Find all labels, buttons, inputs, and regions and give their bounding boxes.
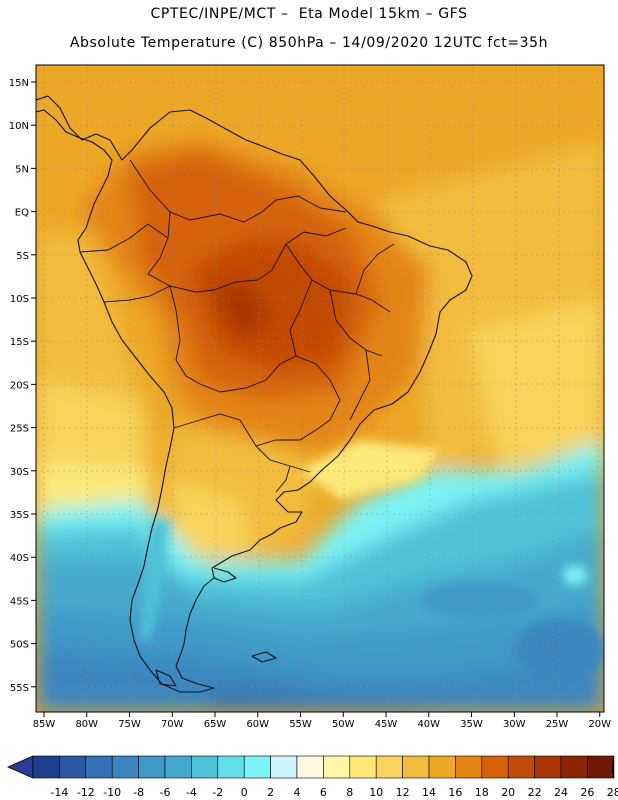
colorbar-label: -2 bbox=[212, 786, 223, 799]
colorbar-swatch bbox=[507, 755, 535, 779]
colorbar-swatch bbox=[296, 755, 324, 779]
lat-tick-label: 10S bbox=[10, 294, 29, 305]
lat-tick-label: EQ bbox=[15, 208, 29, 219]
colorbar-swatch bbox=[481, 755, 509, 779]
lon-tick-label: 35W bbox=[460, 719, 483, 730]
colorbar-label: -10 bbox=[103, 786, 121, 799]
latitude-axis: 15N 10N 5N EQ 5S 10S 15S 20S 25S 30S 35S 40S 45S 50S 5… bbox=[9, 78, 36, 694]
map-title-line1: CPTEC/INPE/MCT – Eta Model 15km – GFS bbox=[150, 6, 468, 22]
colorbar-swatch bbox=[217, 755, 245, 779]
temperature-field bbox=[36, 65, 604, 712]
colorbar-label: 4 bbox=[294, 786, 301, 799]
colorbar-label: 24 bbox=[554, 786, 568, 799]
temperature-colorbar: -14 -12 -10 -8 -6 -4 -2 0 2 4 6 8 10 12 14 16 18 20 22 24 26… bbox=[7, 755, 618, 799]
colorbar-swatch bbox=[243, 755, 271, 779]
colorbar-label: 28 bbox=[607, 786, 618, 799]
colorbar-label: 20 bbox=[501, 786, 515, 799]
colorbar-swatch bbox=[59, 755, 87, 779]
lat-tick-label: 5S bbox=[16, 251, 29, 262]
colorbar-swatch bbox=[534, 755, 562, 779]
colorbar-label: 2 bbox=[267, 786, 274, 799]
colorbar-swatch bbox=[32, 755, 60, 779]
colorbar-swatch bbox=[270, 755, 298, 779]
colorbar-swatch bbox=[191, 755, 219, 779]
colorbar-label: 26 bbox=[580, 786, 594, 799]
colorbar-label: 18 bbox=[475, 786, 489, 799]
lon-tick-label: 75W bbox=[118, 719, 141, 730]
lat-tick-label: 55S bbox=[10, 683, 29, 694]
lat-tick-label: 15N bbox=[9, 78, 29, 89]
lat-lon-grid bbox=[36, 65, 604, 712]
colorbar-label: -14 bbox=[50, 786, 68, 799]
lon-tick-label: 20W bbox=[588, 719, 611, 730]
colorbar-swatch bbox=[455, 755, 483, 779]
colorbar-label: 10 bbox=[369, 786, 383, 799]
lon-tick-label: 45W bbox=[375, 719, 398, 730]
colorbar-swatch bbox=[587, 755, 615, 779]
colorbar-over-arrow bbox=[611, 755, 615, 779]
colorbar-swatch bbox=[111, 755, 139, 779]
lon-tick-label: 80W bbox=[75, 719, 98, 730]
lat-tick-label: 20S bbox=[10, 380, 29, 391]
lat-tick-label: 5N bbox=[15, 164, 29, 175]
lat-tick-label: 10N bbox=[9, 121, 29, 132]
longitude-axis: 85W 80W 75W 70W 65W 60W 55W 50W 45W 40W 35W 30W 25W 2… bbox=[33, 712, 611, 730]
lat-tick-label: 25S bbox=[10, 424, 29, 435]
colorbar-swatch bbox=[349, 755, 377, 779]
colorbar-swatch bbox=[375, 755, 403, 779]
colorbar-swatch bbox=[138, 755, 166, 779]
colorbar-label: -4 bbox=[186, 786, 197, 799]
colorbar-label: 16 bbox=[448, 786, 462, 799]
colorbar-label: 8 bbox=[346, 786, 353, 799]
map-frame bbox=[35, 64, 605, 713]
colorbar-label: 0 bbox=[241, 786, 248, 799]
lon-tick-label: 85W bbox=[33, 719, 56, 730]
lon-tick-label: 55W bbox=[289, 719, 312, 730]
lat-tick-label: 15S bbox=[10, 337, 29, 348]
lon-tick-label: 25W bbox=[546, 719, 569, 730]
colorbar-under-arrow bbox=[7, 755, 34, 779]
colorbar-label: 22 bbox=[528, 786, 542, 799]
country-borders bbox=[79, 159, 395, 493]
lat-tick-label: 50S bbox=[10, 640, 29, 651]
lon-tick-label: 40W bbox=[417, 719, 440, 730]
colorbar-swatch bbox=[323, 755, 351, 779]
colorbar-label: 6 bbox=[320, 786, 327, 799]
lon-tick-label: 50W bbox=[332, 719, 355, 730]
lon-tick-label: 60W bbox=[246, 719, 269, 730]
lat-tick-label: 30S bbox=[10, 467, 29, 478]
colorbar-label: 12 bbox=[396, 786, 410, 799]
lat-tick-label: 35S bbox=[10, 510, 29, 521]
colorbar-label: -12 bbox=[77, 786, 95, 799]
colorbar-swatch bbox=[164, 755, 192, 779]
colorbar-swatch bbox=[428, 755, 456, 779]
colorbar-swatch bbox=[560, 755, 588, 779]
colorbar-swatch bbox=[402, 755, 430, 779]
lat-tick-label: 40S bbox=[10, 553, 29, 564]
lon-tick-label: 65W bbox=[204, 719, 227, 730]
colorbar-label: -8 bbox=[133, 786, 144, 799]
colorbar-swatch bbox=[85, 755, 113, 779]
lon-tick-label: 30W bbox=[503, 719, 526, 730]
coastlines bbox=[36, 95, 473, 693]
colorbar-label: 14 bbox=[422, 786, 436, 799]
colorbar-label: -6 bbox=[160, 786, 171, 799]
lat-tick-label: 45S bbox=[10, 596, 29, 607]
map-title-line2: Absolute Temperature (C) 850hPa – 14/09/… bbox=[69, 35, 549, 51]
lon-tick-label: 70W bbox=[161, 719, 184, 730]
